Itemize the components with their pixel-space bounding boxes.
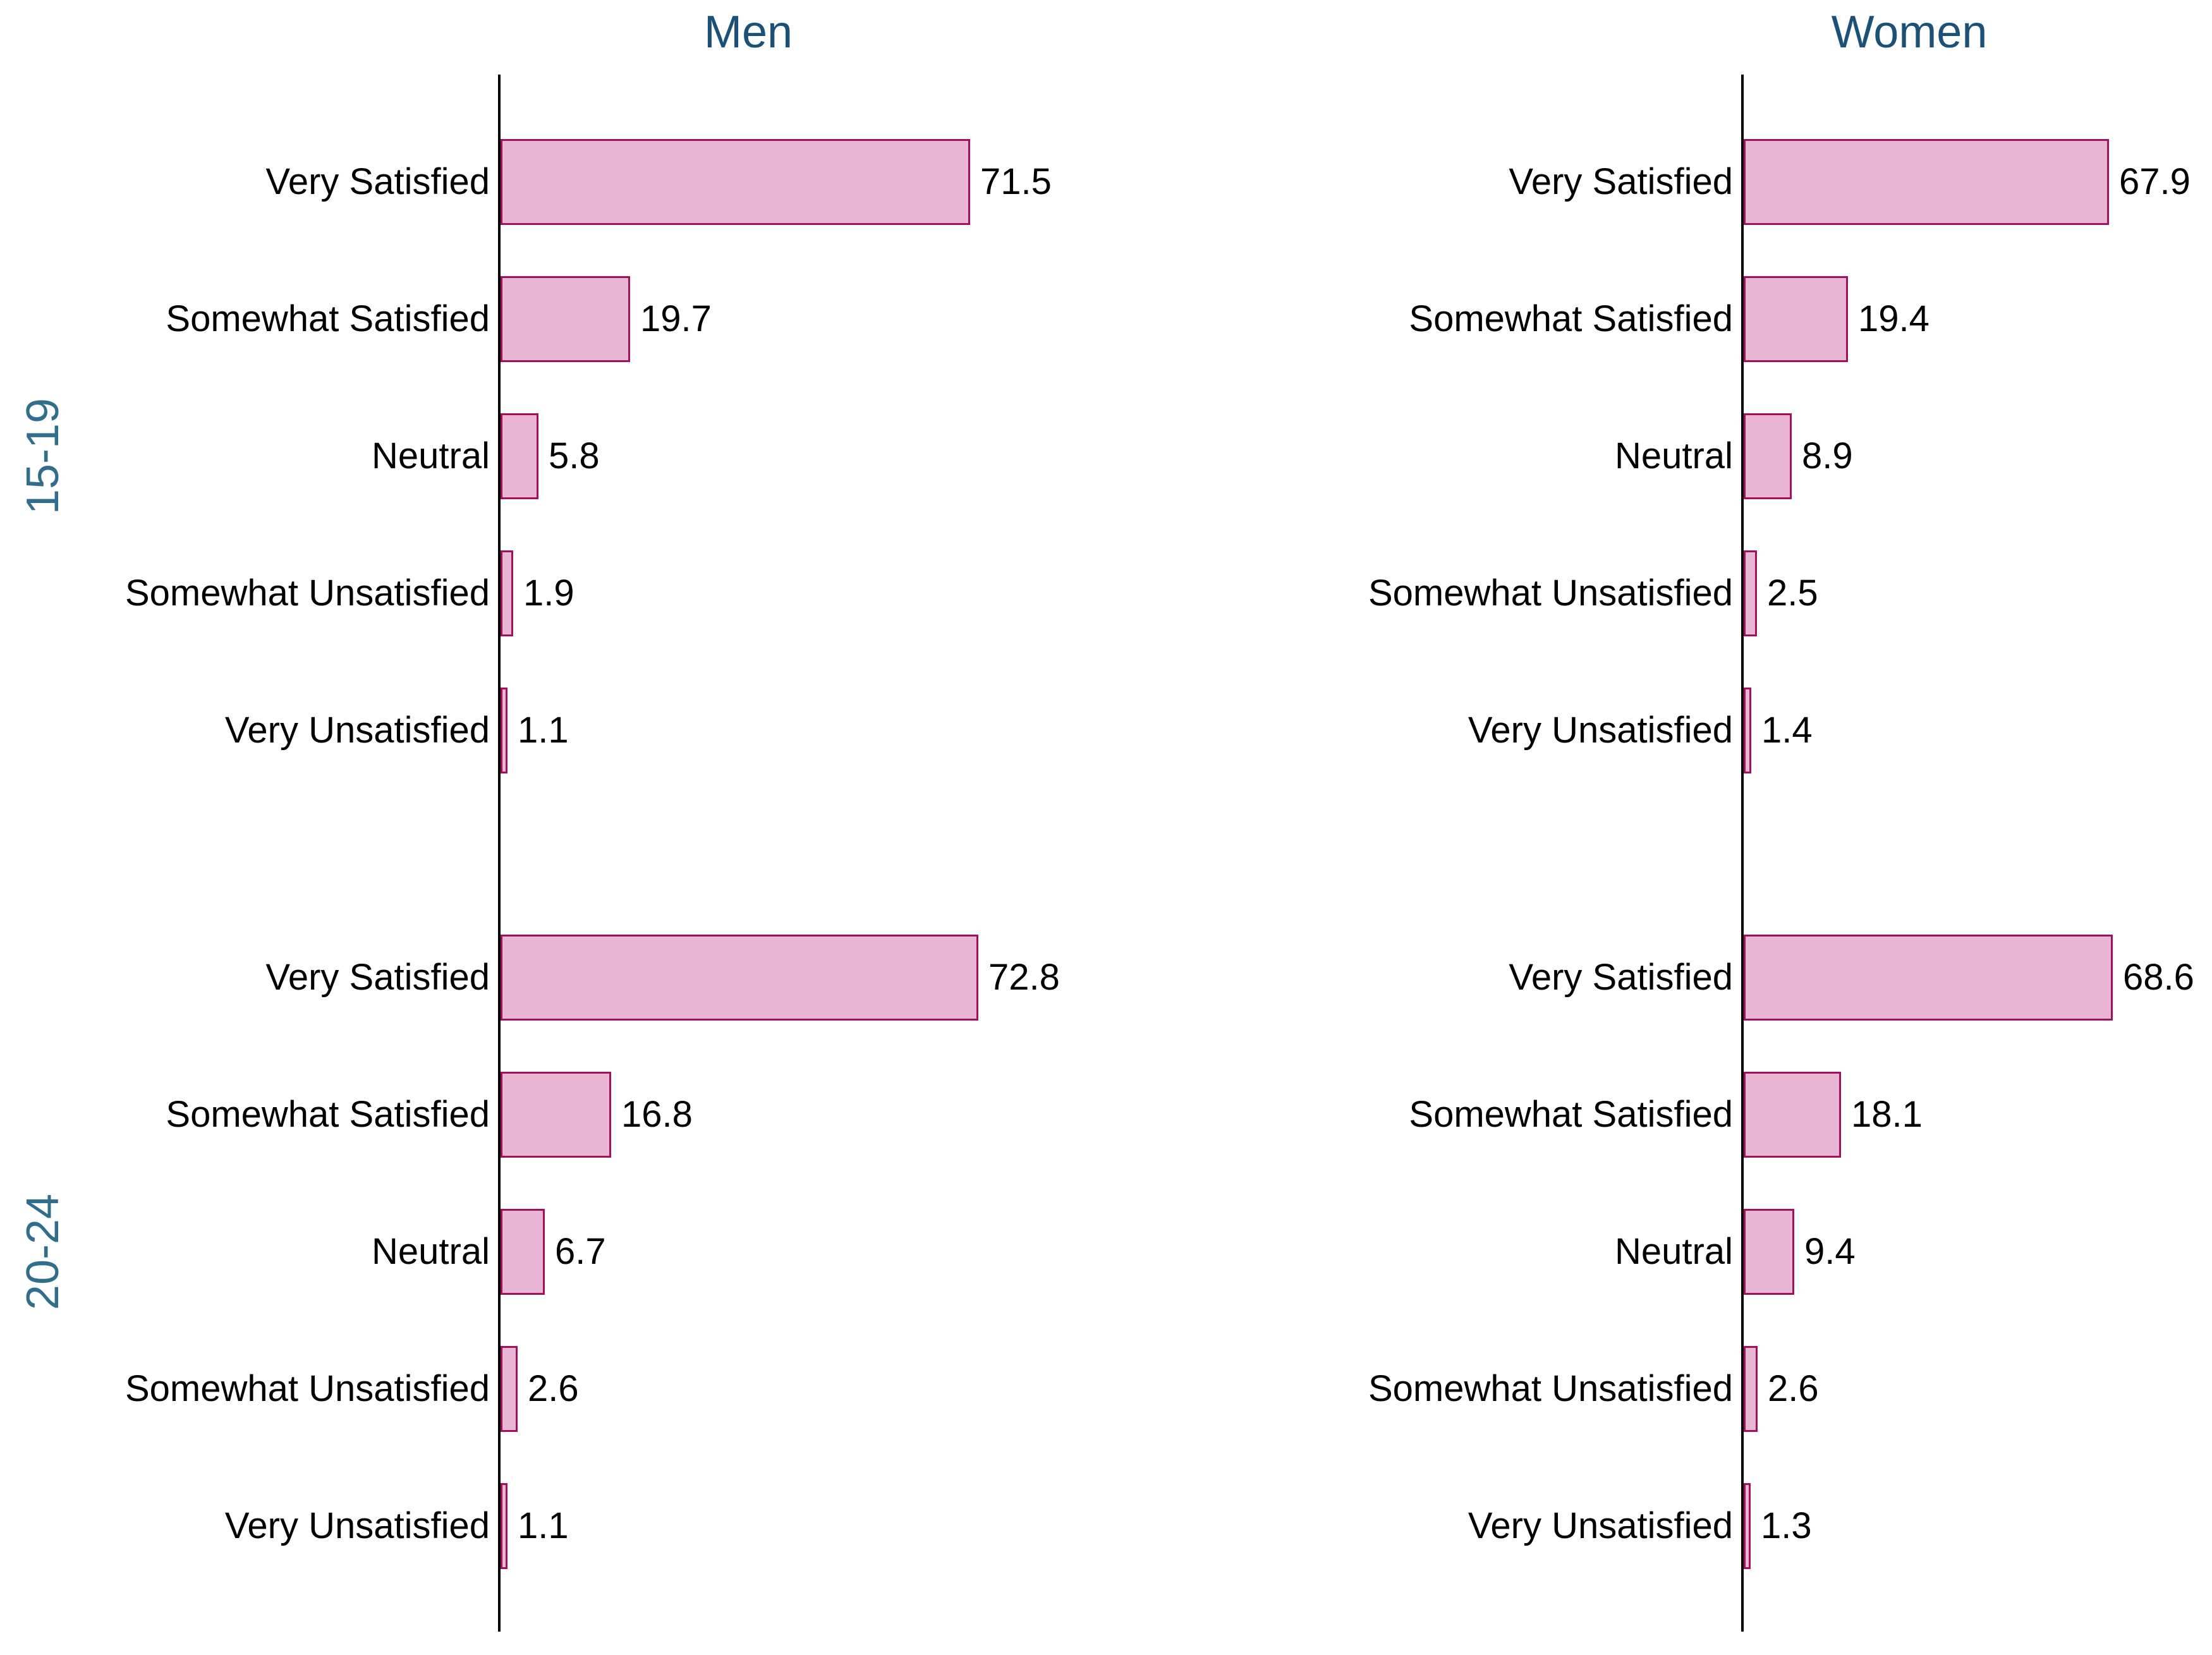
value-label-men-15-19-somewhat-satisfied: 19.7	[640, 298, 712, 339]
category-label-men-20-24-very-satisfied: Very Satisfied	[265, 957, 490, 998]
value-label-women-20-24-very-unsatisfied: 1.3	[1761, 1505, 1812, 1546]
category-label-women-20-24-very-unsatisfied: Very Unsatisfied	[1468, 1505, 1733, 1546]
value-label-women-15-19-somewhat-unsatisfied: 2.5	[1767, 573, 1818, 614]
value-label-women-20-24-somewhat-satisfied: 18.1	[1851, 1094, 1923, 1135]
category-label-men-15-19-somewhat-unsatisfied: Somewhat Unsatisfied	[125, 573, 490, 614]
value-label-men-20-24-very-satisfied: 72.8	[988, 957, 1060, 998]
category-label-men-20-24-somewhat-satisfied: Somewhat Satisfied	[166, 1094, 490, 1135]
bar-women-15-19-somewhat-satisfied	[1744, 276, 1848, 362]
bar-men-20-24-somewhat-unsatisfied	[501, 1346, 518, 1432]
value-label-women-20-24-very-satisfied: 68.6	[2123, 957, 2194, 998]
category-label-women-15-19-neutral: Neutral	[1615, 435, 1733, 476]
facet-row-label-15-19: 15-19	[18, 397, 68, 515]
bar-women-20-24-neutral	[1744, 1209, 1794, 1295]
value-label-men-20-24-somewhat-satisfied: 16.8	[621, 1094, 693, 1135]
bar-men-20-24-somewhat-satisfied	[501, 1072, 611, 1158]
category-label-women-20-24-somewhat-unsatisfied: Somewhat Unsatisfied	[1368, 1368, 1733, 1409]
facet-header-women: Women	[1831, 7, 1988, 58]
value-label-men-15-19-very-satisfied: 71.5	[980, 161, 1052, 202]
value-label-women-15-19-very-satisfied: 67.9	[2119, 161, 2191, 202]
facet-header-men: Men	[703, 7, 793, 58]
y-axis-line-women	[1741, 75, 1744, 1632]
y-axis-line-men	[498, 75, 501, 1632]
bar-men-15-19-very-unsatisfied	[501, 688, 507, 773]
category-label-women-20-24-very-satisfied: Very Satisfied	[1509, 957, 1733, 998]
bar-men-20-24-neutral	[501, 1209, 545, 1295]
bar-women-20-24-very-satisfied	[1744, 935, 2113, 1021]
bar-men-15-19-somewhat-satisfied	[501, 276, 630, 362]
facet-row-label-20-24: 20-24	[18, 1193, 68, 1311]
bar-men-15-19-very-satisfied	[501, 139, 970, 225]
bar-women-20-24-somewhat-unsatisfied	[1744, 1346, 1758, 1432]
category-label-men-20-24-very-unsatisfied: Very Unsatisfied	[224, 1505, 490, 1546]
category-label-women-15-19-very-unsatisfied: Very Unsatisfied	[1468, 710, 1733, 751]
bar-men-15-19-somewhat-unsatisfied	[501, 550, 513, 636]
category-label-men-15-19-somewhat-satisfied: Somewhat Satisfied	[166, 298, 490, 339]
value-label-men-20-24-very-unsatisfied: 1.1	[518, 1505, 569, 1546]
category-label-men-20-24-neutral: Neutral	[372, 1231, 490, 1272]
category-label-women-20-24-neutral: Neutral	[1615, 1231, 1733, 1272]
bar-men-20-24-very-satisfied	[501, 935, 978, 1021]
value-label-women-20-24-neutral: 9.4	[1804, 1231, 1856, 1272]
category-label-men-15-19-very-satisfied: Very Satisfied	[265, 161, 490, 202]
category-label-women-15-19-somewhat-unsatisfied: Somewhat Unsatisfied	[1368, 573, 1733, 614]
value-label-women-15-19-neutral: 8.9	[1802, 435, 1853, 476]
bar-men-20-24-very-unsatisfied	[501, 1483, 507, 1569]
bar-women-15-19-very-satisfied	[1744, 139, 2109, 225]
value-label-men-15-19-neutral: 5.8	[549, 435, 600, 476]
category-label-women-20-24-somewhat-satisfied: Somewhat Satisfied	[1409, 1094, 1733, 1135]
category-label-men-15-19-neutral: Neutral	[372, 435, 490, 476]
bar-women-20-24-somewhat-satisfied	[1744, 1072, 1841, 1158]
value-label-men-20-24-somewhat-unsatisfied: 2.6	[528, 1368, 579, 1409]
value-label-women-20-24-somewhat-unsatisfied: 2.6	[1768, 1368, 1819, 1409]
value-label-men-15-19-somewhat-unsatisfied: 1.9	[523, 573, 574, 614]
bar-women-15-19-very-unsatisfied	[1744, 688, 1751, 773]
category-label-men-15-19-very-unsatisfied: Very Unsatisfied	[224, 710, 490, 751]
bar-women-15-19-neutral	[1744, 413, 1792, 499]
category-label-women-15-19-somewhat-satisfied: Somewhat Satisfied	[1409, 298, 1733, 339]
bar-women-15-19-somewhat-unsatisfied	[1744, 550, 1757, 636]
value-label-women-15-19-somewhat-satisfied: 19.4	[1858, 298, 1929, 339]
category-label-men-20-24-somewhat-unsatisfied: Somewhat Unsatisfied	[125, 1368, 490, 1409]
bar-women-20-24-very-unsatisfied	[1744, 1483, 1751, 1569]
bar-men-15-19-neutral	[501, 413, 538, 499]
value-label-men-15-19-very-unsatisfied: 1.1	[518, 710, 569, 751]
value-label-women-15-19-very-unsatisfied: 1.4	[1761, 710, 1813, 751]
category-label-women-15-19-very-satisfied: Very Satisfied	[1509, 161, 1733, 202]
value-label-men-20-24-neutral: 6.7	[555, 1231, 606, 1272]
